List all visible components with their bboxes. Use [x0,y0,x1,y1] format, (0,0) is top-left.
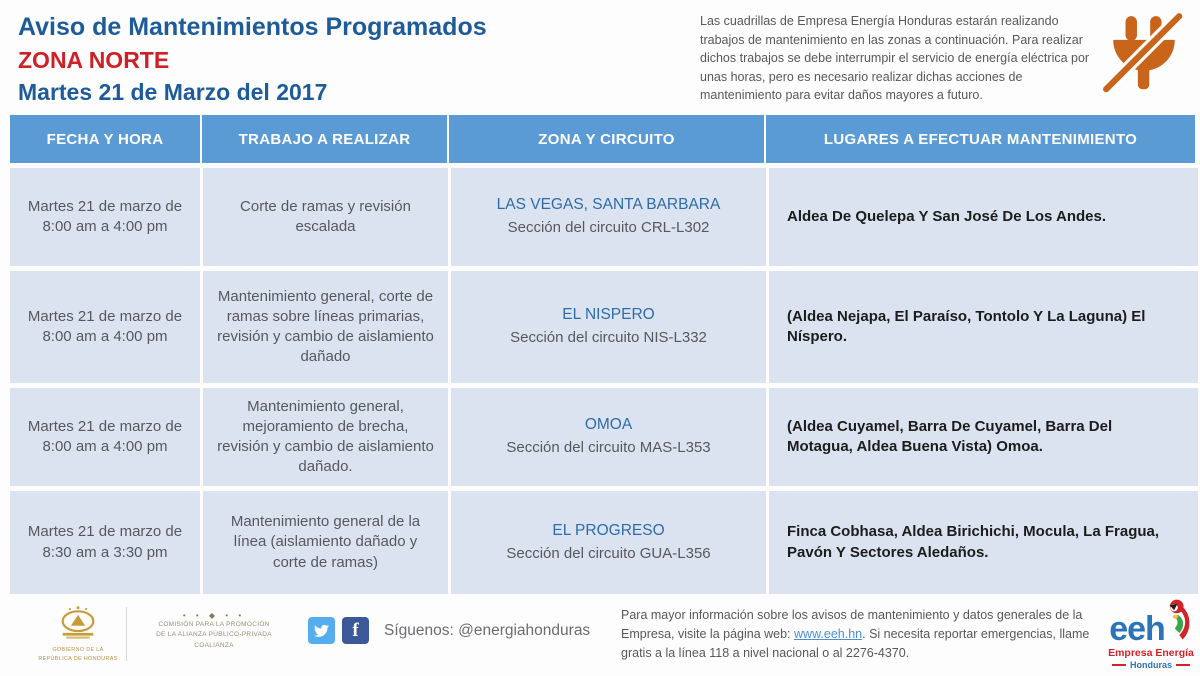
table-row: Martes 21 de marzo de 8:00 am a 4:00 pm … [10,388,1198,486]
table-row: Martes 21 de marzo de 8:30 am a 3:30 pm … [10,491,1198,594]
cell-trabajo: Mantenimiento general, mejoramiento de b… [203,388,448,486]
website-link[interactable]: www.eeh.hn [794,626,863,641]
cell-lugares: Finca Cobhasa, Aldea Birichichi, Mocula,… [769,491,1198,594]
footer: GOBIERNO DE LA REPÚBLICA DE HONDURAS • •… [0,597,1200,676]
cell-lugares: (Aldea Cuyamel, Barra De Cuyamel, Barra … [769,388,1198,486]
table-row: Martes 21 de marzo de 8:00 am a 4:00 pm … [10,271,1198,383]
page-title: Aviso de Mantenimientos Programados [18,13,487,41]
cell-zona-circuito: EL NISPERO Sección del circuito NIS-L332 [451,271,766,383]
table-header-row: FECHA Y HORA TRABAJO A REALIZAR ZONA Y C… [10,115,1195,163]
cell-fecha: Martes 21 de marzo de 8:00 am a 4:00 pm [10,271,200,383]
info-text-before: Para mayor información sobre los avisos … [621,608,1083,641]
cell-zona-circuito: EL PROGRESO Sección del circuito GUA-L35… [451,491,766,594]
zona-name: OMOA [584,416,633,434]
social-links: f Síguenos: @energiahonduras [308,617,590,644]
col-header-zona: ZONA Y CIRCUITO [449,115,764,163]
col-header-trabajo: TRABAJO A REALIZAR [202,115,447,163]
twitter-icon[interactable] [308,617,335,644]
footer-info-text: Para mayor información sobre los avisos … [621,606,1091,662]
zona-name: LAS VEGAS, SANTA BARBARA [496,196,721,214]
header-titles: Aviso de Mantenimientos Programados ZONA… [18,12,658,107]
honduras-government-logo: GOBIERNO DE LA REPÚBLICA DE HONDURAS [38,605,118,663]
eeh-subtitle-line2: Honduras [1106,660,1196,670]
table-row: Martes 21 de marzo de 8:00 am a 4:00 pm … [10,168,1198,266]
social-handle-label: Síguenos: @energiahonduras [384,621,591,639]
cell-trabajo: Corte de ramas y revisión escalada [203,168,448,266]
date-title: Martes 21 de Marzo del 2017 [18,78,328,105]
cell-zona-circuito: OMOA Sección del circuito MAS-L353 [451,388,766,486]
coalianza-line1: COMISIÓN PARA LA PROMOCIÓN [158,621,270,628]
gov-caption-line1: GOBIERNO DE LA [52,647,104,653]
circuito-label: Sección del circuito GUA-L356 [506,544,711,562]
zona-name: EL NISPERO [562,306,655,324]
coat-of-arms-icon [61,606,95,639]
maintenance-table: FECHA Y HORA TRABAJO A REALIZAR ZONA Y C… [10,115,1198,594]
circuito-label: Sección del circuito CRL-L302 [507,219,710,237]
cell-trabajo: Mantenimiento general de la línea (aisla… [203,491,448,594]
footer-divider [126,607,127,661]
macaw-parrot-icon [1169,599,1190,640]
cell-fecha: Martes 21 de marzo de 8:00 am a 4:00 pm [10,388,200,486]
circuito-label: Sección del circuito NIS-L332 [510,329,707,347]
eeh-logo: eeh Empresa Energía Honduras [1106,599,1196,670]
eeh-subtitle-line1: Empresa Energía [1108,647,1194,659]
cell-fecha: Martes 21 de marzo de 8:30 am a 3:30 pm [10,491,200,594]
cell-fecha: Martes 21 de marzo de 8:00 am a 4:00 pm [10,168,200,266]
info-text-after: . Si necesita reportar emergencias, llam… [621,626,1090,660]
coalianza-logo: • • ◆ • • COMISIÓN PARA LA PROMOCIÓN DE … [138,611,290,650]
cell-lugares: (Aldea Nejapa, El Paraíso, Tontolo Y La … [769,271,1198,383]
cell-zona-circuito: LAS VEGAS, SANTA BARBARA Sección del cir… [451,168,766,266]
col-header-fecha: FECHA Y HORA [10,115,200,163]
coalianza-dots: • • ◆ • • [182,611,246,620]
facebook-icon[interactable]: f [342,617,369,644]
coalianza-line2: DE LA ALIANZA PÚBLICO-PRIVADA [156,630,272,638]
cell-lugares: Aldea De Quelepa Y San José De Los Andes… [769,168,1198,266]
zona-name: EL PROGRESO [552,521,665,539]
cell-trabajo: Mantenimiento general, corte de ramas so… [203,271,448,383]
gov-caption-line2: REPÚBLICA DE HONDURAS [38,655,118,662]
col-header-lugares: LUGARES A EFECTUAR MANTENIMIENTO [766,115,1195,163]
eeh-logo-text: eeh [1109,610,1166,649]
intro-paragraph: Las cuadrillas de Empresa Energía Hondur… [700,14,1090,102]
circuito-label: Sección del circuito MAS-L353 [506,439,711,457]
zone-title: ZONA NORTE [18,47,170,73]
plug-slash-icon [1100,8,1188,100]
coalianza-line3: COALIANZA [194,641,234,649]
